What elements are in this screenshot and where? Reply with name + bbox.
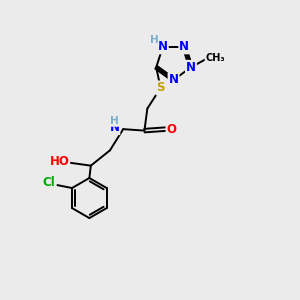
Text: S: S: [156, 81, 165, 94]
Text: N: N: [186, 61, 196, 74]
Text: O: O: [167, 123, 176, 136]
Text: HO: HO: [50, 155, 69, 168]
Text: CH₃: CH₃: [206, 53, 225, 64]
Text: N: N: [169, 74, 178, 86]
Text: H: H: [150, 35, 158, 45]
Text: N: N: [110, 121, 119, 134]
Text: Cl: Cl: [43, 176, 56, 189]
Text: H: H: [110, 116, 119, 126]
Text: N: N: [179, 40, 189, 53]
Text: N: N: [158, 40, 168, 53]
